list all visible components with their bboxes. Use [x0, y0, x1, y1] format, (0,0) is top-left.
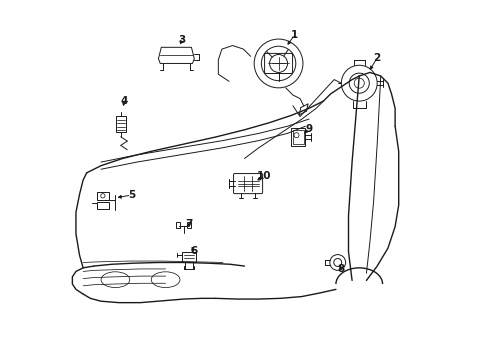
Text: 10: 10	[257, 171, 271, 181]
Bar	[175, 222, 180, 228]
Text: 7: 7	[185, 219, 192, 229]
Bar	[292, 130, 303, 144]
Text: 2: 2	[373, 53, 380, 63]
Text: 1: 1	[290, 30, 298, 40]
Text: 5: 5	[128, 190, 135, 200]
Bar	[290, 129, 305, 145]
Bar	[97, 202, 108, 210]
Text: 6: 6	[189, 246, 197, 256]
Bar	[97, 192, 108, 200]
Text: 3: 3	[178, 35, 185, 45]
Text: 4: 4	[121, 96, 128, 106]
Bar	[116, 116, 125, 132]
Bar	[182, 252, 195, 262]
Text: 8: 8	[337, 264, 344, 274]
Bar	[187, 222, 191, 228]
Text: 9: 9	[305, 124, 312, 134]
